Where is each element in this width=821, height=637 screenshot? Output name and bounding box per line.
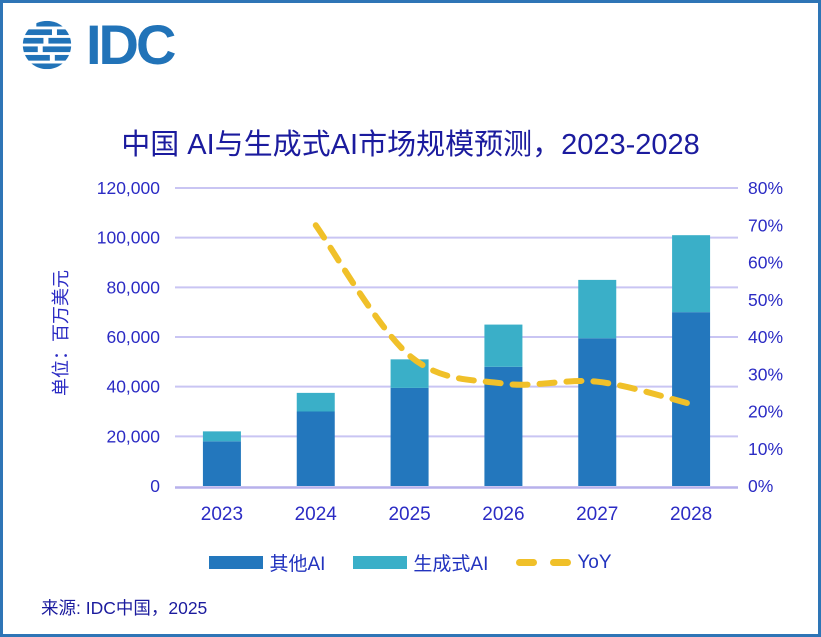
- y-axis-right-tick: 70%: [748, 215, 783, 235]
- y-axis-right-tick: 30%: [748, 364, 783, 384]
- y-axis-right-tick: 10%: [748, 439, 783, 459]
- x-axis-year-label: 2023: [201, 504, 243, 525]
- legend-swatch-gen-ai: [353, 556, 408, 569]
- source-note: 来源: IDC中国，2025: [41, 598, 208, 618]
- legend-label-gen-ai: 生成式AI: [413, 554, 489, 575]
- x-axis-year-label: 2024: [295, 504, 338, 525]
- idc-globe-icon: [22, 20, 72, 70]
- legend-swatch-other-ai: [209, 556, 264, 569]
- chart-title: 中国 AI与生成式AI市场规模预测，2023-2028: [121, 129, 700, 161]
- x-axis-year-label: 2028: [670, 504, 712, 525]
- y-axis-left-tick: 40,000: [106, 377, 160, 397]
- legend-item-gen-ai: 生成式AI: [353, 549, 488, 576]
- yoy-line: [312, 222, 695, 408]
- bar-segment-other-ai: [672, 312, 711, 486]
- bar-segment-gen-ai: [296, 392, 335, 412]
- legend-label-other-ai: 其他AI: [269, 554, 326, 575]
- y-axis-right-tick: 60%: [748, 253, 783, 273]
- y-axis-right-tick: 50%: [748, 290, 783, 310]
- bar-segment-gen-ai: [390, 359, 429, 388]
- idc-logo-text: IDC: [86, 13, 176, 76]
- x-axis-year-label: 2025: [388, 504, 430, 525]
- legend-item-yoy: YoY: [516, 551, 612, 574]
- x-axis-year-label: 2027: [576, 504, 618, 525]
- bar-segment-other-ai: [202, 441, 241, 486]
- bar-segment-gen-ai: [202, 431, 241, 442]
- legend-swatch-yoy: [516, 559, 572, 566]
- bar-segment-gen-ai: [578, 279, 617, 339]
- y-axis-right-tick: 40%: [748, 327, 783, 347]
- bar-segment-other-ai: [390, 387, 429, 486]
- y-axis-right-tick: 0%: [748, 476, 773, 496]
- idc-logo: IDC: [15, 13, 176, 77]
- bar-segment-gen-ai: [672, 235, 711, 313]
- left-axis-unit-label: 单位：百万美元: [51, 270, 71, 396]
- x-axis-year-label: 2026: [482, 504, 524, 525]
- chart-legend: 其他AI 生成式AI YoY: [3, 549, 818, 576]
- y-axis-left-tick: 120,000: [97, 178, 161, 198]
- bar-segment-other-ai: [484, 366, 523, 486]
- legend-label-yoy: YoY: [577, 551, 612, 573]
- y-axis-right-tick: 20%: [748, 402, 783, 422]
- legend-item-other-ai: 其他AI: [209, 549, 325, 576]
- y-axis-left-tick: 0: [150, 476, 160, 496]
- bar-segment-other-ai: [296, 411, 335, 486]
- y-axis-left-tick: 100,000: [97, 228, 161, 248]
- y-axis-left-tick: 60,000: [106, 327, 160, 347]
- bar-segment-gen-ai: [484, 324, 523, 367]
- y-axis-right-tick: 80%: [748, 178, 783, 198]
- y-axis-left-tick: 80,000: [106, 277, 160, 297]
- chart-plot-area: 0 20,000 40,000 60,000 80,000 100,000 120,000 0…: [97, 178, 783, 525]
- bar-segment-other-ai: [578, 338, 617, 486]
- y-axis-left-tick: 20,000: [106, 426, 160, 446]
